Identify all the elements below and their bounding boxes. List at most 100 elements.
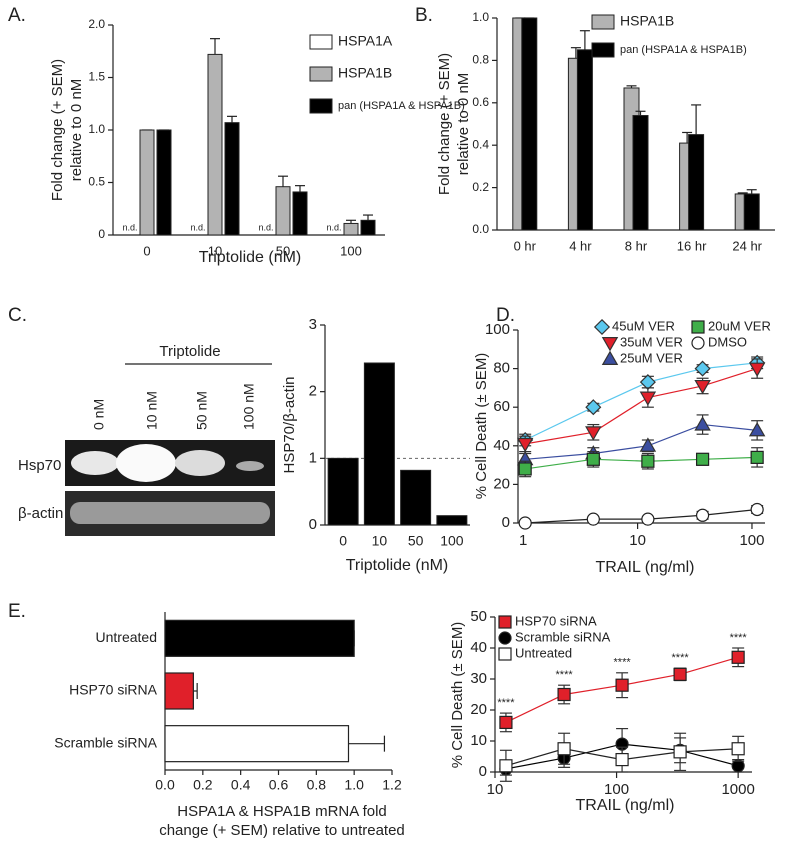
point [639, 391, 657, 406]
band [116, 444, 176, 482]
x-tick-label: 10 [372, 533, 388, 549]
point [557, 742, 571, 756]
x-tick-label: 0.0 [155, 777, 175, 793]
lane-label: 0 nM [91, 399, 107, 430]
significance: **** [672, 652, 690, 664]
bar [400, 469, 432, 526]
legend-label: DMSO [708, 334, 747, 349]
panel-label: E. [8, 601, 26, 622]
bar [343, 222, 359, 236]
x-axis-title: HSPA1A & HSPA1B mRNA fold [177, 803, 387, 820]
x-tick-label: 0.8 [307, 777, 327, 793]
y-axis-title: % Cell Death (± SEM) [473, 353, 490, 500]
y-axis-title: Fold change (+ SEM) [49, 59, 66, 201]
y-tick-label: 1.0 [88, 122, 105, 136]
x-tick-label: 16 hr [677, 238, 707, 253]
y-tick-label: 2.0 [88, 17, 105, 31]
x-tick-label: 100 [340, 243, 362, 258]
legend-marker [498, 615, 512, 629]
point [641, 454, 655, 468]
point [585, 426, 602, 441]
y-tick-label: 40 [493, 437, 510, 454]
x-axis-title: change (+ SEM) relative to untreated [159, 822, 405, 839]
value-label: n.d. [190, 222, 205, 232]
y-tick-label: 0 [309, 516, 317, 533]
legend-marker [601, 337, 619, 352]
series-line [525, 508, 758, 524]
y-tick-label: 3 [309, 316, 317, 333]
x-axis-title: Triptolide (nM) [199, 249, 302, 266]
x-tick-label: 10 [208, 243, 222, 258]
legend-label: Scramble siRNA [515, 629, 611, 644]
y-tick-label: 0.6 [472, 95, 489, 109]
point [518, 462, 532, 476]
point [750, 450, 764, 464]
bar [164, 672, 194, 710]
bar [164, 725, 350, 763]
point [499, 759, 513, 773]
legend-swatch [309, 34, 333, 50]
legend-swatch [591, 14, 615, 30]
legend-label: pan (HSPA1A & HSPA1B) [620, 44, 747, 56]
point [748, 362, 766, 378]
x-axis-title: Triptolide (nM) [346, 557, 449, 574]
point [694, 416, 711, 431]
bar [521, 17, 538, 231]
point [748, 421, 766, 437]
y-axis-title: relative to 0 nM [455, 73, 472, 176]
x-tick-label: 10 [487, 781, 504, 798]
x-tick-label: 10 [629, 532, 646, 549]
y-tick-label: 1.5 [88, 70, 105, 84]
legend-label: 45uM VER [612, 318, 675, 333]
lane-label: 10 nM [144, 391, 160, 430]
y-tick-label: 0.8 [472, 53, 489, 67]
y-tick-label: 20 [493, 475, 510, 492]
significance: **** [556, 669, 574, 681]
band [70, 502, 270, 524]
x-tick-label: 100 [440, 533, 464, 549]
y-tick-label: 0 [502, 514, 510, 531]
point [615, 678, 629, 692]
significance: **** [614, 657, 632, 669]
point [585, 399, 602, 416]
significance: **** [497, 697, 515, 709]
x-tick-label: 0.2 [193, 777, 213, 793]
legend-marker [601, 350, 619, 365]
y-tick-label: 2 [309, 383, 317, 400]
x-tick-label: 1 [519, 532, 527, 549]
bar [207, 53, 223, 236]
y-tick-label: 0 [479, 763, 487, 780]
bar [360, 219, 376, 236]
point [518, 516, 532, 530]
point [695, 508, 710, 522]
row-label: β-actin [18, 505, 63, 522]
x-tick-label: 24 hr [732, 238, 762, 253]
y-tick-label: 60 [493, 398, 510, 415]
bar [632, 115, 649, 231]
point [639, 437, 657, 452]
bar [743, 193, 760, 231]
point [694, 360, 711, 377]
y-tick-label: 40 [470, 639, 487, 656]
point [499, 715, 513, 730]
y-tick-label: Untreated [96, 629, 157, 645]
band [236, 461, 264, 471]
bar [224, 122, 240, 236]
x-tick-label: 1.0 [344, 777, 364, 793]
y-tick-label: 50 [470, 608, 487, 625]
x-tick-label: 1000 [721, 781, 754, 798]
bar [275, 186, 291, 236]
y-tick-label: 0.0 [472, 222, 489, 236]
x-tick-label: 50 [276, 243, 290, 258]
legend-marker [691, 336, 705, 350]
bar [576, 49, 593, 231]
x-tick-label: 0 [143, 243, 150, 258]
y-axis-title: relative to 0 nM [68, 79, 85, 182]
bar [363, 362, 395, 526]
y-tick-label: HSP70 siRNA [69, 682, 158, 698]
point [586, 512, 600, 526]
point [731, 650, 745, 664]
series-line [525, 456, 758, 470]
y-axis-title: HSP70/β-actin [281, 376, 298, 473]
blot-treatment: Triptolide [159, 343, 220, 360]
